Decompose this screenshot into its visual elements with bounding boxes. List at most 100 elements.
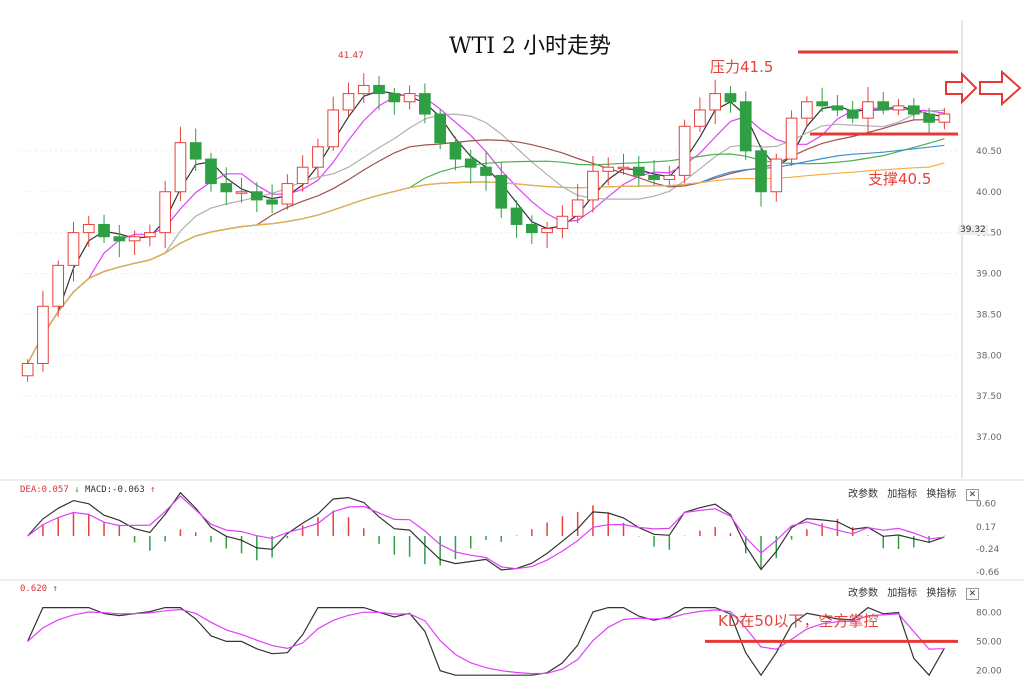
resistance-label: 压力41.5 [710, 58, 774, 76]
right-arrow-icon [979, 69, 1022, 107]
macd-toolbar: 改参数 加指标 换指标 ✕ [842, 485, 980, 501]
candle-down [480, 166, 492, 176]
candle-up [21, 363, 34, 377]
candle-down [510, 207, 523, 225]
candle-down [877, 101, 890, 111]
kd-toolbar: 改参数 加指标 换指标 ✕ [842, 584, 980, 600]
candle-up [235, 191, 248, 194]
candle-up [128, 236, 141, 242]
candle-up [785, 117, 798, 160]
candle-down [250, 191, 263, 201]
candle-down [846, 109, 859, 119]
support-label: 支撑40.5 [868, 170, 932, 188]
kd-add-indicator-button[interactable]: 加指标 [887, 588, 918, 599]
kd-switch-indicator-button[interactable]: 换指标 [926, 588, 957, 599]
candle-down [205, 158, 217, 185]
kd-close-icon[interactable]: ✕ [965, 588, 980, 600]
macd-add-indicator-button[interactable]: 加指标 [887, 489, 918, 500]
candle-up [694, 109, 706, 127]
candle-down [495, 174, 508, 209]
candle-up [663, 174, 676, 180]
candle-up [770, 158, 783, 193]
candle-down [739, 101, 752, 152]
candle-up [281, 183, 294, 205]
candle-down [220, 183, 233, 193]
trend-arrows [945, 69, 1022, 107]
y-tick-label: 40.50 [976, 147, 1002, 157]
kd-tick-label: 20.00 [976, 666, 1002, 676]
candle-down [816, 101, 828, 107]
dea-value: DEA:0.057 [20, 485, 69, 495]
down-arrow-icon: ↓ [74, 485, 80, 495]
candle-down [449, 142, 462, 160]
chart-title: WTI 2 小时走势 [449, 34, 611, 59]
up-arrow-icon: ↑ [150, 485, 156, 495]
kd-note-label: KD在50以下，空方掌控 [718, 612, 879, 630]
y-tick-label: 38.00 [976, 351, 1002, 361]
candle-down [388, 93, 401, 103]
y-tick-label: 37.00 [976, 433, 1002, 443]
right-arrow-icon [945, 71, 978, 105]
y-axis-ticks: 40.50 40.00 39.50 39.00 38.50 38.00 37.50 37.00… [976, 147, 1002, 676]
macd-close-icon[interactable]: ✕ [965, 489, 980, 501]
macd-switch-indicator-button[interactable]: 换指标 [926, 489, 957, 500]
candle-up [801, 101, 813, 119]
macd-indicator [27, 491, 946, 571]
candle-down [113, 236, 126, 242]
macd-dif-line [27, 491, 945, 571]
candle-down [464, 158, 477, 168]
candle-down [98, 223, 110, 238]
candle-down [724, 93, 737, 103]
candle-up [159, 191, 171, 234]
candle-up [312, 146, 324, 168]
candle-up [52, 264, 65, 307]
macd-tick-label: 0.60 [976, 499, 996, 509]
candle-up [82, 223, 95, 234]
candle-up [342, 93, 355, 111]
candle-down [525, 223, 538, 234]
candle-up [67, 232, 80, 266]
candle-down [648, 174, 660, 180]
candle-up [892, 105, 905, 111]
kd-tick-label: 50.00 [976, 637, 1002, 647]
candle-up [571, 199, 584, 217]
y-tick-label: 37.50 [976, 392, 1002, 402]
candle-down [831, 105, 844, 111]
candle-up [327, 109, 340, 148]
kd-tick-label: 80.00 [976, 608, 1002, 618]
kd-k-line [27, 606, 945, 677]
candle-down [189, 142, 202, 160]
candle-up [541, 228, 553, 234]
kd-indicator [27, 606, 958, 677]
candle-down [373, 84, 385, 95]
macd-label-row: DEA:0.057 ↓ MACD:-0.063 ↑ [20, 485, 156, 495]
candle-up [617, 166, 630, 170]
candle-up [602, 166, 615, 172]
candle-down [923, 113, 935, 123]
y-tick-label: 39.00 [976, 270, 1002, 280]
macd-edit-params-button[interactable]: 改参数 [848, 489, 878, 500]
candle-down [907, 105, 920, 115]
kd-value: 0.620 [20, 584, 48, 594]
level-lines [798, 50, 958, 136]
last-price-tag: 39.32 [958, 225, 988, 235]
candle-up [403, 93, 416, 103]
candle-up [587, 170, 599, 201]
candle-down [755, 150, 767, 193]
candle-up [862, 101, 874, 119]
macd-tick-label: -0.66 [976, 568, 1000, 578]
high-price-label: 41.47 [338, 51, 364, 61]
candlesticks [21, 73, 951, 382]
kd-label-row: 0.620 ↑ [20, 584, 58, 594]
candle-up [357, 84, 370, 95]
candle-down [266, 199, 278, 205]
kd-edit-params-button[interactable]: 改参数 [848, 588, 878, 599]
macd-tick-label: 0.17 [976, 523, 996, 533]
y-tick-label: 39.50 [976, 229, 1002, 239]
candle-down [434, 113, 447, 144]
candle-down [632, 166, 645, 176]
candle-up [296, 166, 309, 185]
candle-up [37, 305, 49, 364]
y-tick-label: 40.00 [976, 188, 1002, 198]
